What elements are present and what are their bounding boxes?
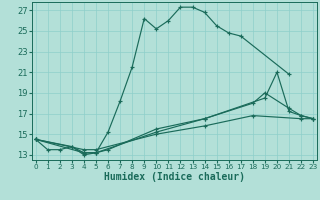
X-axis label: Humidex (Indice chaleur): Humidex (Indice chaleur) — [104, 172, 245, 182]
